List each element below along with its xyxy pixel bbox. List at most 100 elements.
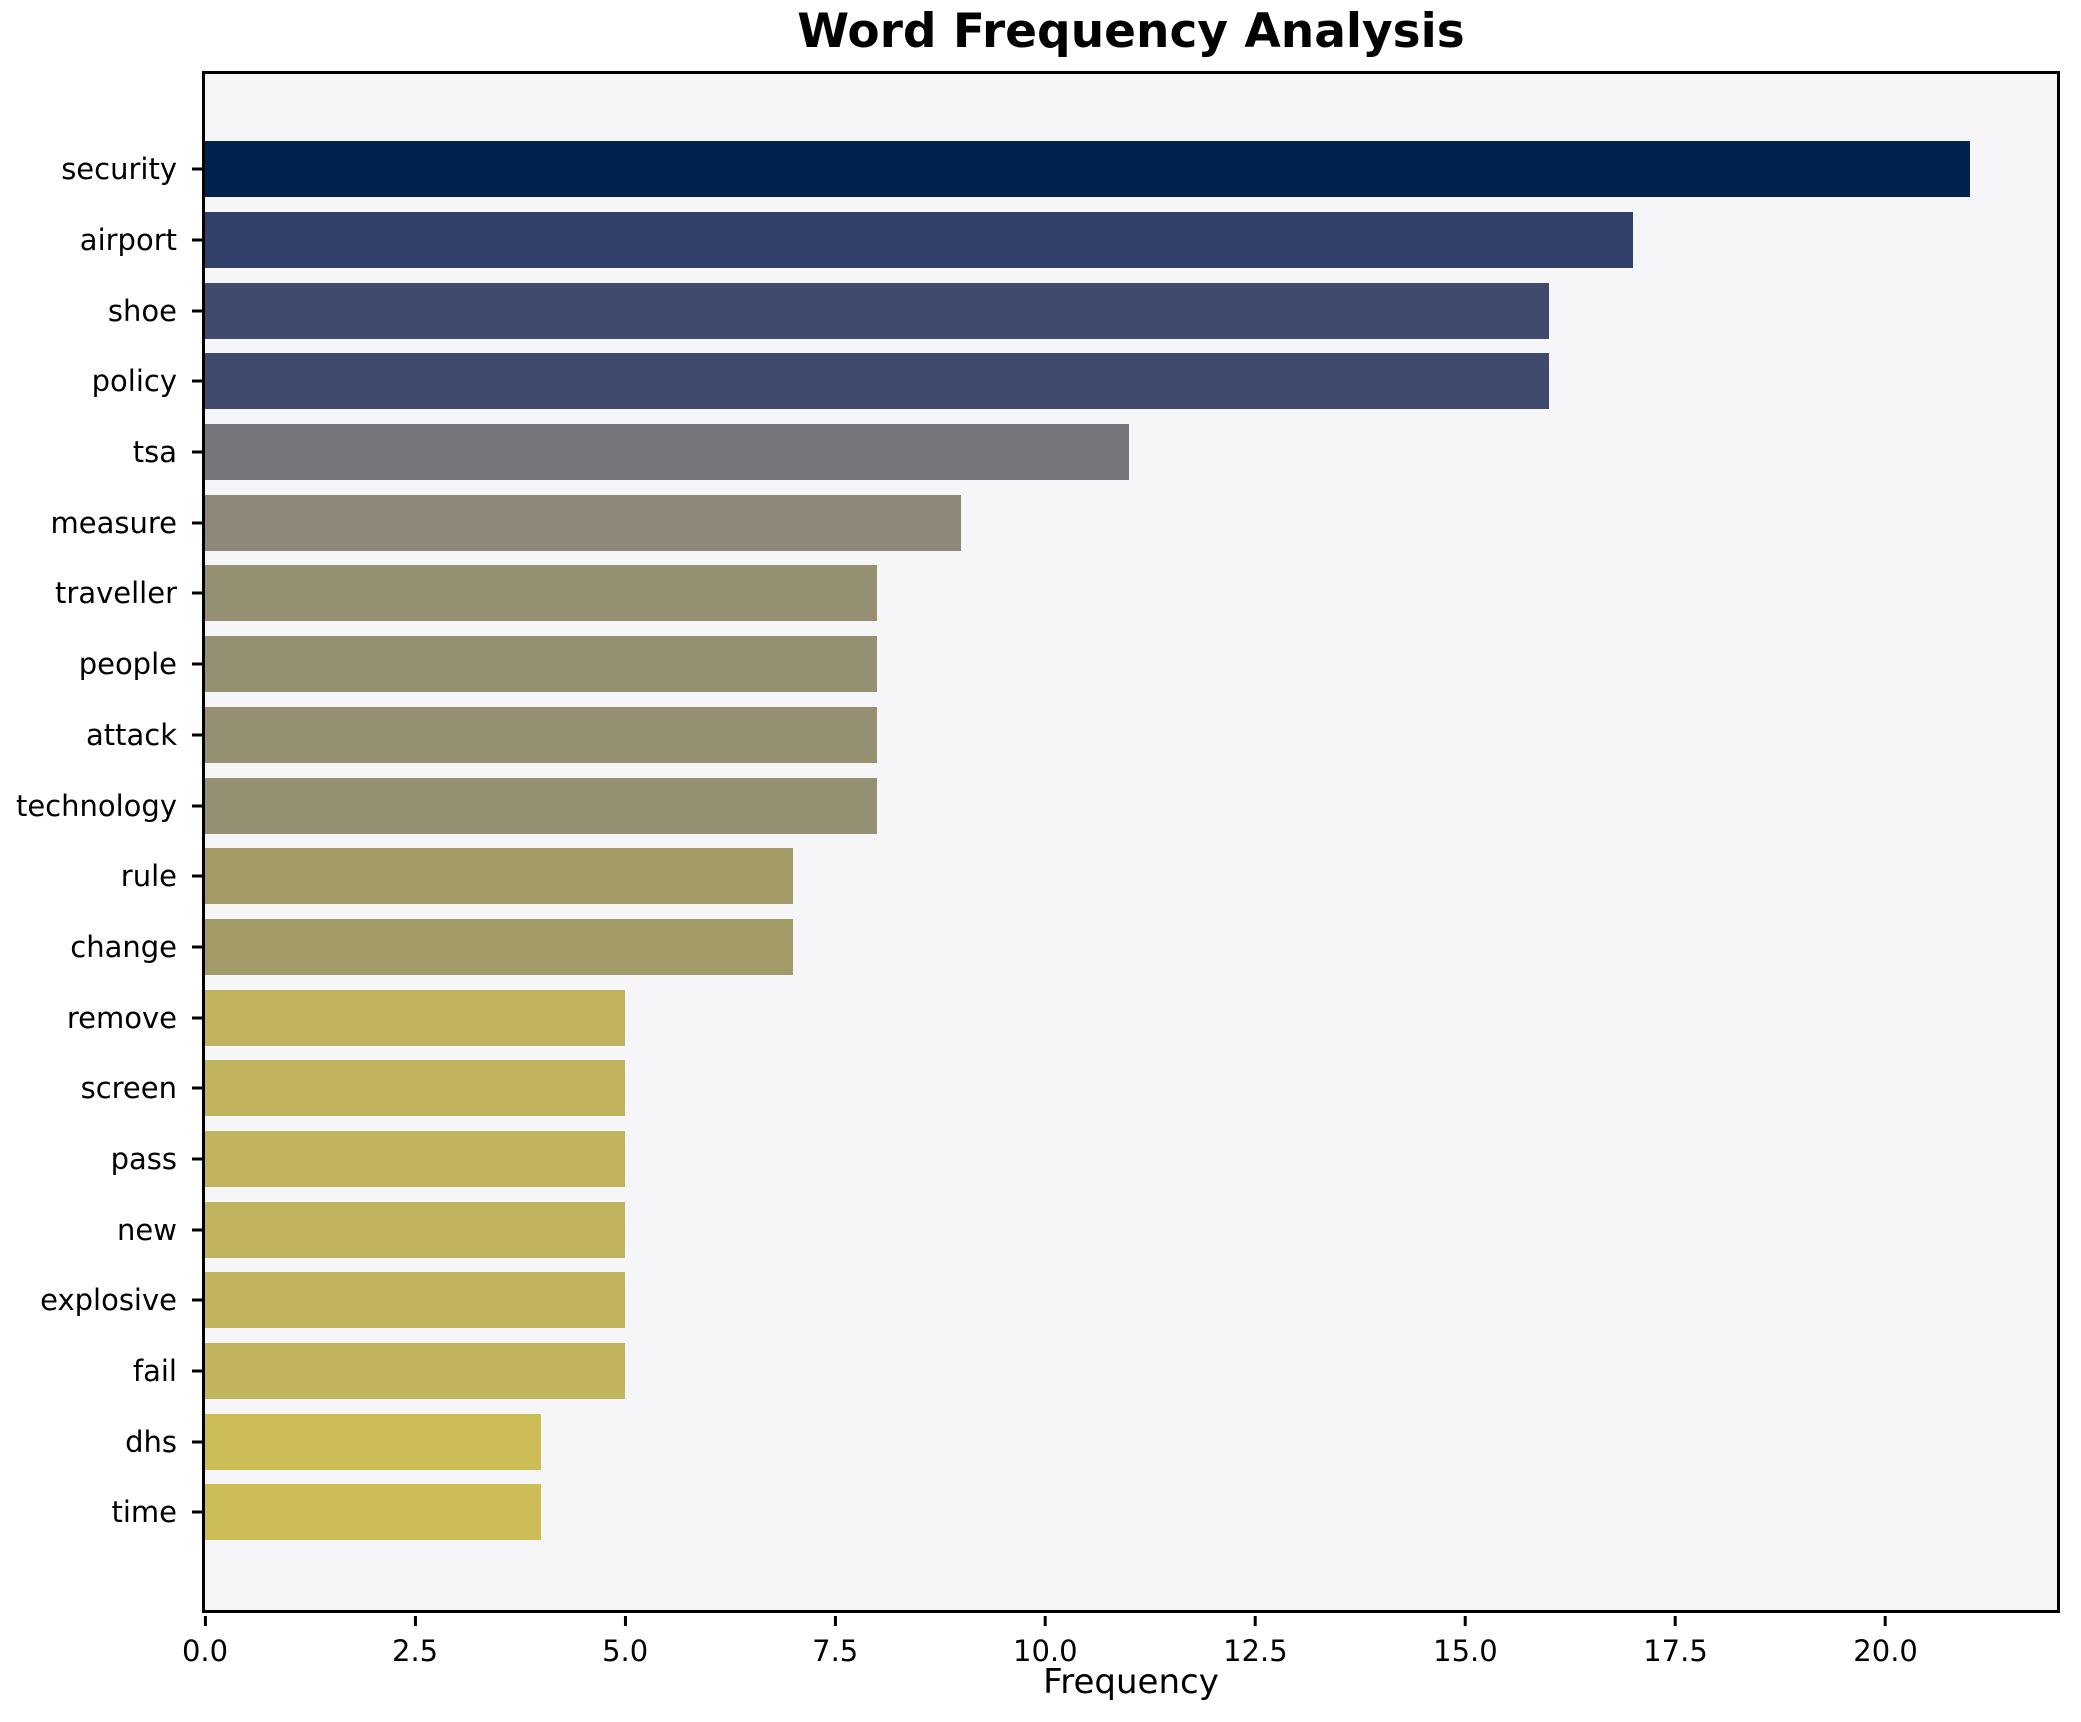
bar [205,212,1634,269]
bar-row: explosive [40,1265,2057,1336]
x-axis-tick-label: 12.5 [1223,1634,1288,1668]
bar-row: pass [111,1124,2057,1195]
y-axis-tick [192,1510,202,1514]
y-axis-tick [192,450,202,454]
y-axis-tick [192,945,202,949]
x-axis-tick-mark [1673,1616,1677,1626]
plot-area: security airport shoe policy tsa measure trave… [16,71,2060,1668]
bar [205,282,1550,339]
bar-row: technology [16,770,2057,841]
y-axis-label: screen [80,1071,177,1106]
x-axis-tick: 5.0 [602,1616,648,1668]
y-axis-tick [192,591,202,595]
y-axis-label: remove [66,1000,177,1035]
y-axis-tick [192,1016,202,1020]
bar [205,1413,542,1470]
bar [205,353,1550,410]
bar [205,1130,626,1187]
bar-row: traveller [55,558,2057,629]
bar-row: people [79,629,2057,700]
y-axis-tick [192,1157,202,1161]
x-axis-tick-mark [833,1616,837,1626]
bar [205,636,878,693]
bar-row: remove [67,982,2057,1053]
y-axis-tick [192,167,202,171]
y-axis-label: time [111,1495,177,1530]
y-axis-tick [192,238,202,242]
x-axis-tick: 0.0 [182,1616,228,1668]
bar [205,1060,626,1117]
bar-row: airport [80,205,2057,276]
bar [205,565,878,622]
y-axis-label: change [70,929,177,964]
y-axis-label: new [117,1212,177,1247]
y-axis-label: attack [85,717,177,752]
x-axis-tick: 20.0 [1853,1616,1918,1668]
y-axis-tick [192,1228,202,1232]
y-axis-label: pass [110,1141,177,1176]
y-axis-tick [192,309,202,313]
y-axis-label: explosive [40,1283,177,1318]
y-axis-tick [192,662,202,666]
bar-row: measure [51,487,2057,558]
x-axis-tick: 12.5 [1223,1616,1288,1668]
x-axis-tick-label: 0.0 [181,1634,229,1668]
y-axis-label: rule [120,859,177,894]
bar [205,494,962,551]
x-axis-tick-label: 5.0 [602,1634,649,1668]
y-axis-tick [192,804,202,808]
y-axis-tick [192,1298,202,1302]
bar [205,706,878,763]
y-axis-label: measure [50,505,177,540]
bar [205,424,1130,481]
bar [205,1343,626,1400]
x-axis-tick: 10.0 [1013,1616,1078,1668]
bar-row: security [61,134,2057,205]
y-axis-label: people [78,647,177,682]
bar [205,777,878,834]
x-axis-tick: 17.5 [1643,1616,1708,1668]
bars-container: security airport shoe policy tsa measure trave… [16,74,2057,1610]
x-axis-tick-label: 20.0 [1853,1634,1918,1668]
y-axis-label: traveller [55,576,177,611]
bar [205,989,626,1046]
bar-row: attack [86,700,2057,771]
x-axis-tick-label: 15.0 [1433,1634,1498,1668]
y-axis-label: technology [15,788,177,823]
bar-row: fail [133,1336,2057,1407]
bar [205,918,794,975]
x-axis-tick-label: 7.5 [812,1634,859,1668]
x-axis-tick: 7.5 [812,1616,858,1668]
bar-row: dhs [125,1406,2057,1477]
bar [205,1484,542,1541]
x-axis-tick-mark [1253,1616,1257,1626]
bar-row: tsa [133,417,2057,488]
bar-row: new [117,1194,2057,1265]
x-axis-tick-mark [1463,1616,1467,1626]
x-axis-tick-label: 2.5 [392,1634,439,1668]
x-axis-tick-mark [413,1616,417,1626]
chart-title: Word Frequency Analysis [797,4,1465,59]
bar [205,1272,626,1329]
y-axis-tick [192,733,202,737]
y-axis-label: fail [132,1354,177,1389]
bar-row: screen [81,1053,2057,1124]
y-axis-tick [192,874,202,878]
x-axis-tick-mark [623,1616,627,1626]
bar [205,1201,626,1258]
y-axis-tick [192,1440,202,1444]
bar-row: rule [121,841,2057,912]
y-axis-label: airport [79,223,177,258]
bar-row: change [70,912,2057,983]
bar-row: policy [92,346,2057,417]
x-axis-label: Frequency [1043,1662,1219,1702]
bar [205,141,1970,198]
y-axis-tick [192,1086,202,1090]
x-axis-tick: 2.5 [392,1616,438,1668]
y-axis-label: tsa [132,435,177,470]
x-axis-tick-mark [1884,1616,1888,1626]
x-axis-tick-label: 17.5 [1643,1634,1708,1668]
x-axis-tick-mark [1043,1616,1047,1626]
y-axis-label: policy [91,364,177,399]
